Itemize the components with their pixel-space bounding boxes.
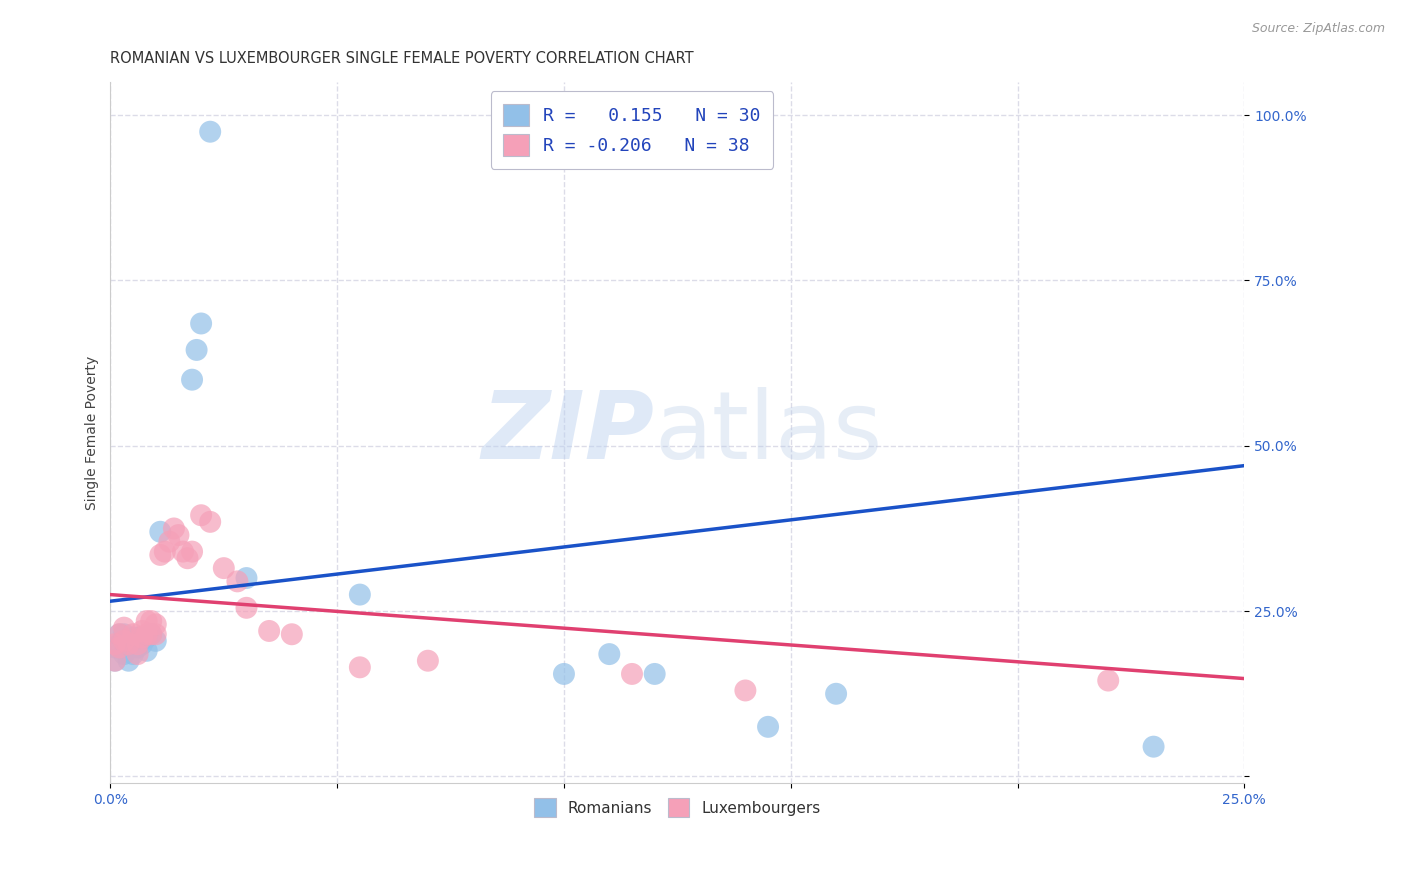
Point	[145, 627, 167, 641]
Point	[235, 571, 257, 585]
Point	[131, 624, 153, 638]
Point	[108, 627, 131, 641]
Point	[226, 574, 249, 589]
Point	[117, 637, 139, 651]
Point	[734, 683, 756, 698]
Point	[131, 631, 153, 645]
Y-axis label: Single Female Poverty: Single Female Poverty	[86, 355, 100, 509]
Point	[135, 614, 157, 628]
Point	[108, 640, 131, 655]
Point	[117, 654, 139, 668]
Point	[112, 627, 135, 641]
Point	[108, 627, 131, 641]
Point	[257, 624, 280, 638]
Point	[141, 627, 163, 641]
Point	[141, 614, 163, 628]
Point	[108, 637, 131, 651]
Text: atlas: atlas	[655, 386, 883, 479]
Point	[127, 647, 149, 661]
Point	[235, 600, 257, 615]
Point	[145, 617, 167, 632]
Point	[198, 125, 221, 139]
Point	[145, 633, 167, 648]
Point	[117, 633, 139, 648]
Legend: Romanians, Luxembourgers: Romanians, Luxembourgers	[527, 790, 828, 824]
Point	[104, 637, 127, 651]
Point	[181, 373, 204, 387]
Point	[122, 627, 145, 641]
Point	[644, 667, 666, 681]
Point	[1097, 673, 1119, 688]
Point	[553, 667, 575, 681]
Text: Source: ZipAtlas.com: Source: ZipAtlas.com	[1251, 22, 1385, 36]
Point	[349, 660, 371, 674]
Point	[416, 654, 439, 668]
Point	[122, 647, 145, 661]
Point	[149, 524, 172, 539]
Point	[122, 631, 145, 645]
Point	[1142, 739, 1164, 754]
Point	[104, 640, 127, 655]
Point	[281, 627, 304, 641]
Point	[104, 654, 127, 668]
Point	[112, 647, 135, 661]
Point	[598, 647, 620, 661]
Point	[135, 627, 157, 641]
Point	[112, 621, 135, 635]
Point	[186, 343, 208, 357]
Point	[127, 631, 149, 645]
Point	[141, 627, 163, 641]
Point	[176, 551, 198, 566]
Point	[127, 637, 149, 651]
Point	[349, 588, 371, 602]
Point	[167, 528, 190, 542]
Point	[104, 654, 127, 668]
Text: ZIP: ZIP	[482, 386, 655, 479]
Point	[190, 317, 212, 331]
Point	[112, 633, 135, 648]
Point	[181, 544, 204, 558]
Point	[149, 548, 172, 562]
Point	[190, 508, 212, 523]
Point	[825, 687, 848, 701]
Point	[131, 637, 153, 651]
Point	[620, 667, 643, 681]
Point	[135, 644, 157, 658]
Point	[212, 561, 235, 575]
Point	[127, 640, 149, 655]
Point	[153, 544, 176, 558]
Point	[756, 720, 779, 734]
Point	[135, 631, 157, 645]
Point	[198, 515, 221, 529]
Point	[163, 521, 186, 535]
Text: ROMANIAN VS LUXEMBOURGER SINGLE FEMALE POVERTY CORRELATION CHART: ROMANIAN VS LUXEMBOURGER SINGLE FEMALE P…	[111, 51, 695, 66]
Point	[157, 534, 180, 549]
Point	[172, 544, 194, 558]
